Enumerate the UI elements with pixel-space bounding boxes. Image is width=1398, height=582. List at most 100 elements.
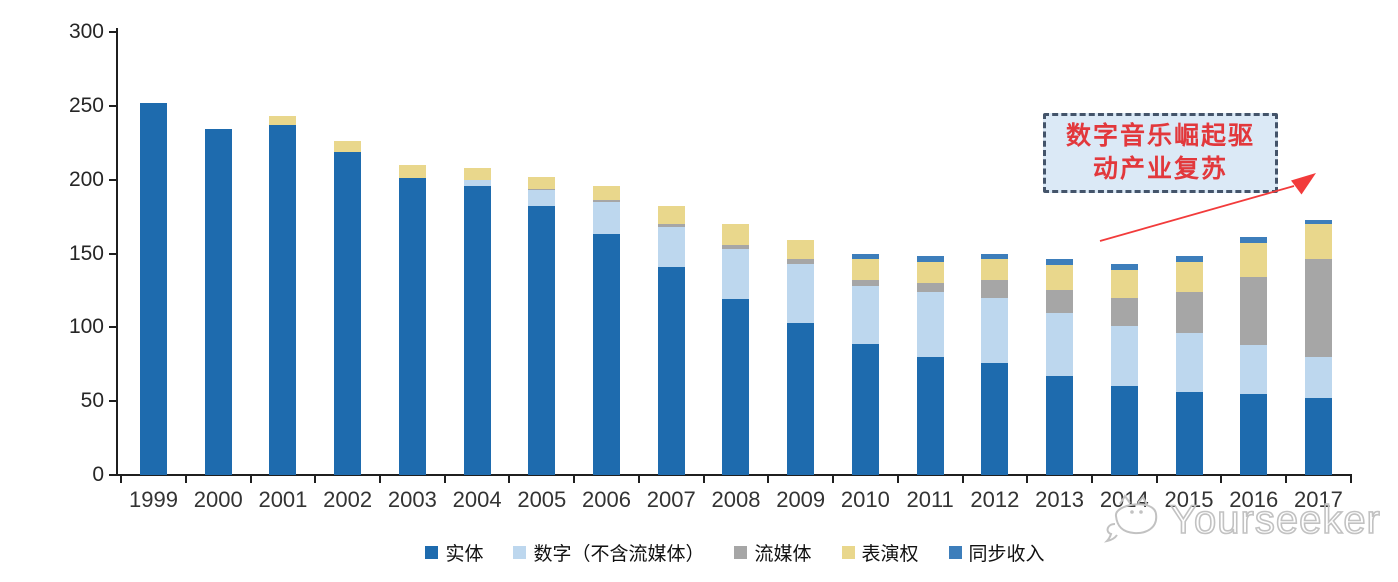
y-axis-tick <box>109 326 117 329</box>
bar-segment-数字（不含流媒体）-2009 <box>787 263 815 323</box>
legend-label: 数字（不含流媒体） <box>533 544 705 565</box>
bar-segment-表演权-2006 <box>593 185 621 201</box>
y-axis-label: 50 <box>80 389 104 413</box>
bar-segment-同步收入-2015 <box>1175 256 1203 263</box>
bar-segment-实体-2017 <box>1304 398 1332 475</box>
bar-segment-实体-2011 <box>916 356 944 475</box>
x-axis-label: 2012 <box>970 487 1020 512</box>
x-axis-tick <box>702 475 705 483</box>
legend-swatch-icon <box>513 546 527 559</box>
y-axis-tick <box>109 400 117 403</box>
bar-segment-实体-2007 <box>657 266 685 475</box>
bar-segment-数字（不含流媒体）-2004 <box>463 179 491 186</box>
legend-label: 实体 <box>445 544 484 565</box>
legend-label: 流媒体 <box>754 544 812 565</box>
bar-segment-表演权-2017 <box>1304 223 1332 260</box>
bar-segment-数字（不含流媒体）-2005 <box>528 190 556 207</box>
x-axis-label: 2016 <box>1229 487 1279 512</box>
y-axis-line <box>115 28 118 476</box>
bar-segment-实体-2010 <box>851 343 879 475</box>
bar-segment-表演权-2010 <box>851 259 879 281</box>
bar-segment-同步收入-2014 <box>1110 263 1138 270</box>
x-axis-tick <box>314 475 317 483</box>
bar-segment-实体-2004 <box>463 185 491 475</box>
bar-segment-实体-2009 <box>787 322 815 475</box>
x-axis-tick <box>767 475 770 483</box>
legend-item-1: 数字（不含流媒体） <box>513 539 704 566</box>
x-axis-tick <box>1090 475 1093 483</box>
x-axis-label: 2006 <box>582 487 631 512</box>
bar-segment-表演权-2011 <box>916 262 944 284</box>
bar-segment-数字（不含流媒体）-2007 <box>657 226 685 267</box>
x-axis-tick <box>508 475 511 483</box>
bar-segment-流媒体-2016 <box>1240 277 1268 346</box>
x-axis-label: 2007 <box>646 487 696 512</box>
bar-segment-流媒体-2012 <box>981 280 1009 298</box>
bar-segment-表演权-2013 <box>1046 265 1074 291</box>
bar-segment-表演权-2002 <box>334 141 362 152</box>
bar-segment-同步收入-2013 <box>1046 259 1074 266</box>
bar-segment-表演权-2004 <box>463 167 491 180</box>
x-axis-tick <box>832 475 835 483</box>
bar-segment-实体-2001 <box>269 125 297 475</box>
y-axis-tick <box>109 252 117 255</box>
x-axis-tick <box>1220 475 1223 483</box>
bar-segment-实体-2008 <box>722 299 750 475</box>
x-axis-tick <box>379 475 382 483</box>
bar-segment-流媒体-2005 <box>528 188 556 190</box>
bar-segment-流媒体-2009 <box>787 259 815 264</box>
bar-segment-同步收入-2010 <box>851 253 879 260</box>
x-axis-tick <box>1285 475 1288 483</box>
bar-segment-表演权-2007 <box>657 206 685 224</box>
annotation-box: 数字音乐崛起驱 动产业复苏 <box>1043 113 1278 193</box>
legend-swatch-icon <box>734 546 748 559</box>
bar-segment-数字（不含流媒体）-2013 <box>1046 312 1074 377</box>
y-axis-label: 250 <box>68 93 104 117</box>
y-axis-tick <box>109 178 117 181</box>
bar-segment-实体-1999 <box>140 102 167 475</box>
y-axis-label: 200 <box>68 167 104 191</box>
bar-segment-实体-2013 <box>1046 376 1074 475</box>
legend-item-2: 流媒体 <box>734 539 812 566</box>
yourseeker-logo-icon <box>1103 494 1158 543</box>
x-axis-label: 2010 <box>840 487 890 512</box>
x-axis-tick <box>1026 475 1029 483</box>
bar-segment-表演权-2009 <box>787 240 815 260</box>
bar-segment-流媒体-2014 <box>1110 297 1138 326</box>
x-axis-label: 2005 <box>517 487 567 512</box>
bar-segment-数字（不含流媒体）-2008 <box>722 249 750 300</box>
x-axis-tick <box>961 475 964 483</box>
bar-segment-表演权-2015 <box>1175 262 1203 292</box>
bar-segment-流媒体-2007 <box>657 223 685 227</box>
y-axis-label: 300 <box>68 20 104 43</box>
legend-swatch-icon <box>948 546 962 559</box>
bar-segment-数字（不含流媒体）-2006 <box>593 201 621 235</box>
bar-segment-表演权-2016 <box>1240 243 1268 278</box>
x-axis-label: 2003 <box>387 487 437 512</box>
bar-segment-流媒体-2013 <box>1046 290 1074 313</box>
y-axis-tick <box>109 104 117 107</box>
x-axis-tick <box>443 475 446 483</box>
bar-segment-同步收入-2011 <box>916 256 944 263</box>
x-axis-label: 1999 <box>129 487 178 512</box>
bar-segment-流媒体-2006 <box>593 200 621 202</box>
bar-segment-实体-2002 <box>334 151 362 475</box>
x-axis-tick <box>120 475 123 483</box>
x-axis-label: 2017 <box>1293 487 1343 512</box>
bar-segment-表演权-2005 <box>528 176 556 189</box>
x-axis-tick <box>637 475 640 483</box>
annotation-text-line2: 动产业复苏 <box>1092 156 1228 183</box>
bar-segment-同步收入-2017 <box>1304 219 1332 224</box>
y-axis-label: 100 <box>68 315 104 339</box>
bar-segment-数字（不含流媒体）-2017 <box>1304 356 1332 399</box>
bar-segment-数字（不含流媒体）-2010 <box>851 285 879 344</box>
bar-segment-表演权-2014 <box>1110 269 1138 298</box>
chart-legend: 实体 数字（不含流媒体） 流媒体 表演权 同步收入 <box>117 539 1353 566</box>
bar-segment-实体-2015 <box>1175 392 1203 475</box>
y-axis-tick <box>109 474 117 476</box>
x-axis-tick <box>896 475 899 483</box>
legend-label: 同步收入 <box>968 544 1045 565</box>
bar-segment-表演权-2003 <box>398 164 426 179</box>
bar-segment-实体-2012 <box>981 362 1009 475</box>
